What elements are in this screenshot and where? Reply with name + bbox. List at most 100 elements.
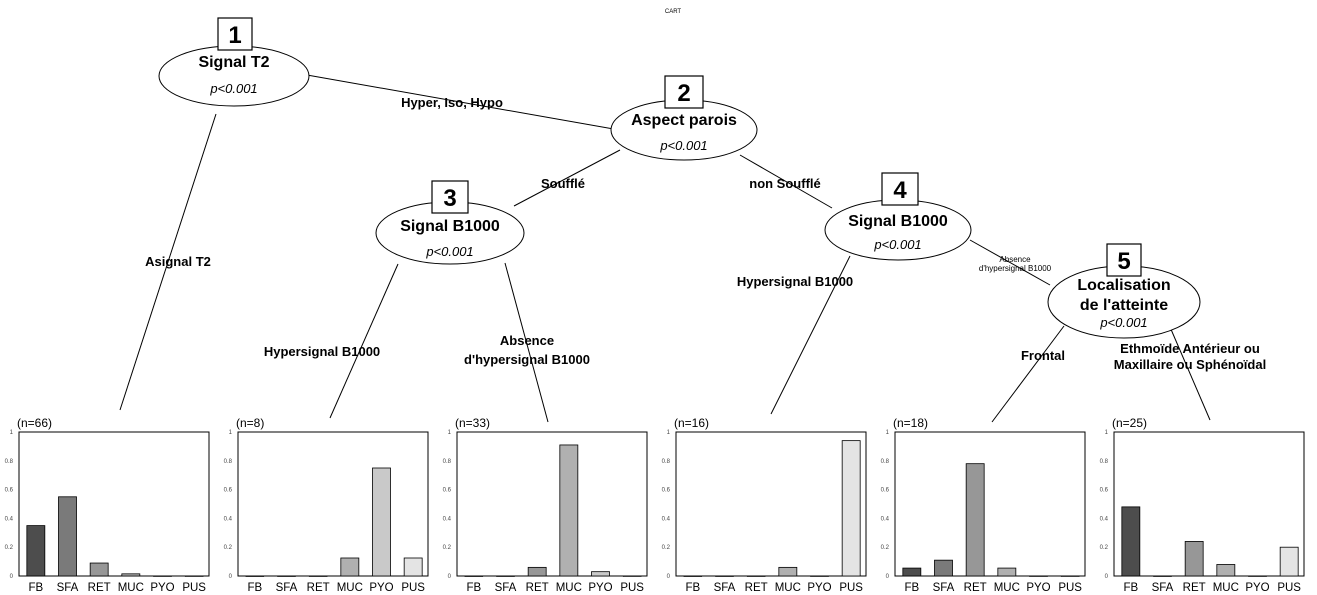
node-pvalue: p<0.001: [209, 81, 257, 96]
bar-pyo: [591, 571, 610, 577]
x-category-label: SFA: [933, 582, 955, 594]
y-tick-label: 0.6: [1100, 488, 1109, 494]
bar-sfa: [1153, 575, 1172, 577]
y-tick-label: 0.4: [5, 516, 14, 522]
x-category-label: RET: [745, 582, 768, 594]
x-category-label: MUC: [775, 582, 801, 594]
x-category-label: PUS: [182, 582, 206, 594]
edge-label-e4-5: Absence: [999, 255, 1031, 264]
y-tick-label: 0.8: [662, 459, 671, 465]
leaf-plot-frame: [237, 431, 429, 577]
bar-pyo: [1029, 575, 1048, 577]
edge-label-e5-l5: Frontal: [1021, 348, 1065, 363]
edge-label-e2-4: non Soufflé: [749, 176, 821, 191]
y-tick-label: 1: [667, 430, 671, 436]
x-category-label: RET: [526, 582, 549, 594]
bar-ret: [1184, 541, 1204, 577]
y-tick-label: 0.6: [224, 488, 233, 494]
leaf-n-count: (n=33): [455, 416, 490, 430]
bar-pus: [622, 575, 642, 577]
bar-muc: [778, 566, 798, 577]
x-category-label: FB: [247, 582, 262, 594]
x-category-label: PUS: [1277, 582, 1301, 594]
x-category-label: PUS: [401, 582, 425, 594]
y-tick-label: 0.6: [662, 488, 671, 494]
edge-label-e3-l3: Absence: [500, 333, 554, 348]
edge-label-e1-2: Hyper, Iso, Hypo: [401, 95, 503, 110]
edge-label-e1-l1: Asignal T2: [145, 254, 211, 269]
tree-branch-line: [306, 74, 626, 132]
y-tick-label: 0.8: [443, 459, 452, 465]
y-tick-label: 0.2: [443, 545, 452, 551]
node-variable-label: Signal B1000: [400, 218, 500, 235]
y-tick-label: 0.8: [5, 459, 14, 465]
y-tick-label: 0.2: [881, 545, 890, 551]
node-number-box: [431, 180, 469, 214]
x-category-label: MUC: [118, 582, 144, 594]
bar-pyo: [153, 575, 172, 577]
y-tick-label: 1: [10, 430, 14, 436]
leaf-chart-5: (n=18) 0 0.2 0.4 0.6 0.8 1 FB SFA RET MUC PYO PUS: [881, 416, 1086, 594]
edge-label-e3-l2: Hypersignal B1000: [264, 344, 380, 359]
node-2: 2 Aspect parois p<0.001: [610, 75, 758, 161]
bar-sfa: [715, 575, 734, 577]
x-category-label: SFA: [1152, 582, 1174, 594]
x-category-label: SFA: [276, 582, 298, 594]
x-category-label: PUS: [620, 582, 644, 594]
leaf-n-count: (n=66): [17, 416, 52, 430]
tree-branch-line: [991, 325, 1065, 423]
y-tick-label: 0.2: [1100, 545, 1109, 551]
node-number: 4: [893, 177, 907, 204]
y-tick-label: 0: [229, 574, 233, 580]
y-tick-label: 0.8: [224, 459, 233, 465]
bar-sfa: [58, 496, 77, 577]
node-number-box: [1106, 243, 1142, 277]
tree-branch-line: [513, 149, 621, 207]
x-category-label: PYO: [807, 582, 831, 594]
node-variable-label: Localisation: [1077, 277, 1170, 294]
leaf-n-count: (n=18): [893, 416, 928, 430]
y-tick-label: 0.4: [662, 516, 671, 522]
bar-muc: [340, 557, 360, 577]
leaf-plot-frame: [1113, 431, 1305, 577]
leaf-chart-2: (n=8) 0 0.2 0.4 0.6 0.8 1 FB SFA RET MUC PYO PUS: [224, 416, 429, 594]
y-tick-label: 0.2: [662, 545, 671, 551]
leaf-chart-6: (n=25) 0 0.2 0.4 0.6 0.8 1 FB SFA RET MUC PYO PUS: [1100, 416, 1305, 594]
node-number: 5: [1117, 248, 1130, 275]
bar-pus: [1279, 546, 1299, 577]
leaf-n-count: (n=8): [236, 416, 264, 430]
edge-label-e3-l3: d'hypersignal B1000: [464, 352, 590, 367]
x-category-label: RET: [88, 582, 111, 594]
bar-pyo: [372, 467, 391, 577]
bar-muc: [1216, 564, 1236, 577]
node-pvalue: p<0.001: [1099, 315, 1147, 330]
leaf-plot-frame: [18, 431, 210, 577]
leaf-plot-frame: [894, 431, 1086, 577]
leaf-chart-3: (n=33) 0 0.2 0.4 0.6 0.8 1 FB SFA RET MUC PYO PUS: [443, 416, 648, 594]
node-variable-label: Aspect parois: [631, 112, 737, 129]
bar-pyo: [1248, 575, 1267, 577]
tree-branch-line: [504, 262, 549, 423]
node-number: 3: [443, 185, 456, 212]
bar-ret: [527, 566, 547, 577]
x-category-label: FB: [466, 582, 481, 594]
bar-ret: [89, 562, 109, 577]
x-category-label: RET: [1183, 582, 1206, 594]
bar-pyo: [810, 575, 829, 577]
x-category-label: FB: [904, 582, 919, 594]
y-tick-label: 0.2: [224, 545, 233, 551]
y-tick-label: 1: [886, 430, 890, 436]
leaf-chart-4: (n=16) 0 0.2 0.4 0.6 0.8 1 FB SFA RET MUC PYO PUS: [662, 416, 867, 594]
node-number-box: [217, 17, 253, 51]
bar-fb: [683, 575, 703, 577]
y-tick-label: 0.4: [443, 516, 452, 522]
y-tick-label: 0.6: [881, 488, 890, 494]
y-tick-label: 1: [448, 430, 452, 436]
y-tick-label: 0.6: [443, 488, 452, 494]
y-tick-label: 0.6: [5, 488, 14, 494]
edge-label-e2-3: Soufflé: [541, 176, 585, 191]
node-1: 1 Signal T2 p<0.001: [158, 17, 310, 107]
x-category-label: PYO: [1026, 582, 1050, 594]
